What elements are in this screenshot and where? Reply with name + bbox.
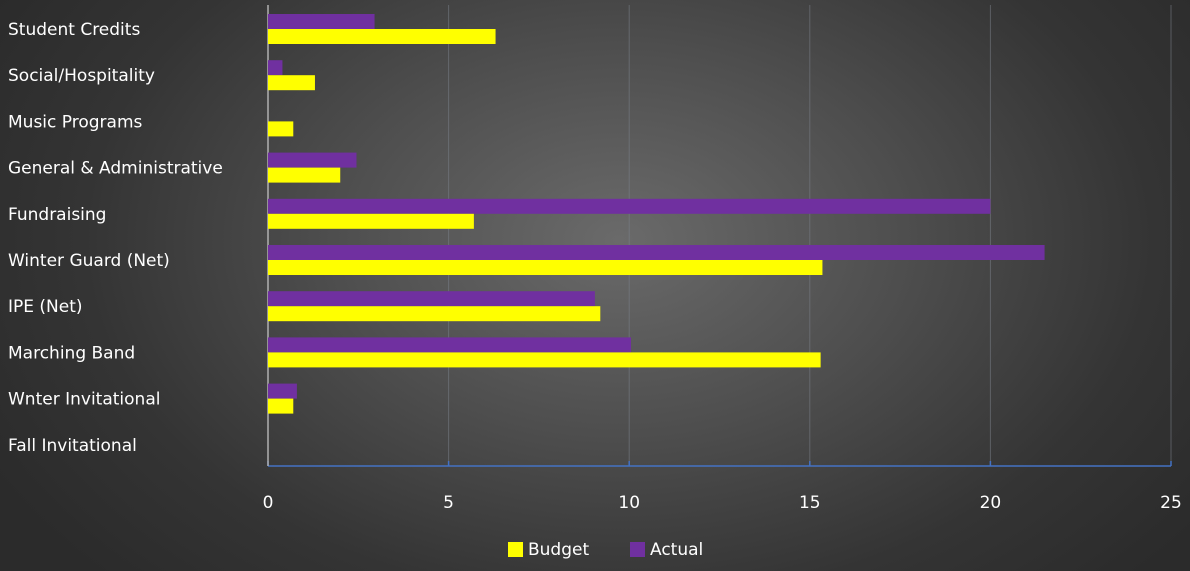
legend-label-budget: Budget <box>528 540 589 560</box>
tick-label-20: 20 <box>980 493 1002 513</box>
bar-actual-fundraising <box>268 198 991 214</box>
bar-actual-general-administrative <box>268 152 357 168</box>
category-label-fundraising: Fundraising <box>8 205 106 225</box>
category-label-winter-guard-net: Winter Guard (Net) <box>8 251 170 271</box>
tick-label-15: 15 <box>799 493 821 513</box>
bar-budget-fundraising <box>268 213 474 229</box>
bar-budget-ipe-net <box>268 306 601 322</box>
bar-actual-marching-band <box>268 337 632 353</box>
bar-budget-social-hospitality <box>268 75 315 91</box>
bar-budget-music-programs <box>268 121 294 137</box>
tick-labels: 0 5 10 15 20 25 <box>263 493 1182 513</box>
bar-actual-winter-guard-net <box>268 245 1045 260</box>
bar-budget-wnter-invitational <box>268 398 294 414</box>
category-label-social-hospitality: Social/Hospitality <box>8 66 155 86</box>
legend: Budget Actual <box>508 540 703 560</box>
legend-swatch-budget <box>508 542 523 557</box>
category-label-fall-invitational: Fall Invitational <box>8 436 137 456</box>
bar-actual-social-hospitality <box>268 60 283 76</box>
bars <box>268 14 1045 414</box>
bar-actual-wnter-invitational <box>268 383 297 399</box>
legend-swatch-actual <box>630 542 645 557</box>
bar-budget-student-credits <box>268 29 496 44</box>
bar-budget-winter-guard-net <box>268 260 823 275</box>
category-label-wnter-invitational: Wnter Invitational <box>8 390 160 410</box>
bar-budget-general-administrative <box>268 167 341 183</box>
tick-label-5: 5 <box>443 493 454 513</box>
category-label-ipe-net: IPE (Net) <box>8 297 83 317</box>
tick-label-25: 25 <box>1160 493 1182 513</box>
category-label-student-credits: Student Credits <box>8 20 140 40</box>
tick-label-10: 10 <box>618 493 640 513</box>
bar-budget-marching-band <box>268 352 821 368</box>
tick-label-0: 0 <box>263 493 274 513</box>
bar-actual-student-credits <box>268 14 375 29</box>
category-label-general-administrative: General & Administrative <box>8 159 223 179</box>
category-label-marching-band: Marching Band <box>8 343 135 363</box>
category-labels: Student Credits Social/Hospitality Music P… <box>8 20 223 456</box>
category-label-music-programs: Music Programs <box>8 112 142 132</box>
legend-label-actual: Actual <box>650 540 703 560</box>
axes <box>267 5 1172 467</box>
bar-actual-ipe-net <box>268 291 595 307</box>
gridlines <box>448 5 1172 466</box>
